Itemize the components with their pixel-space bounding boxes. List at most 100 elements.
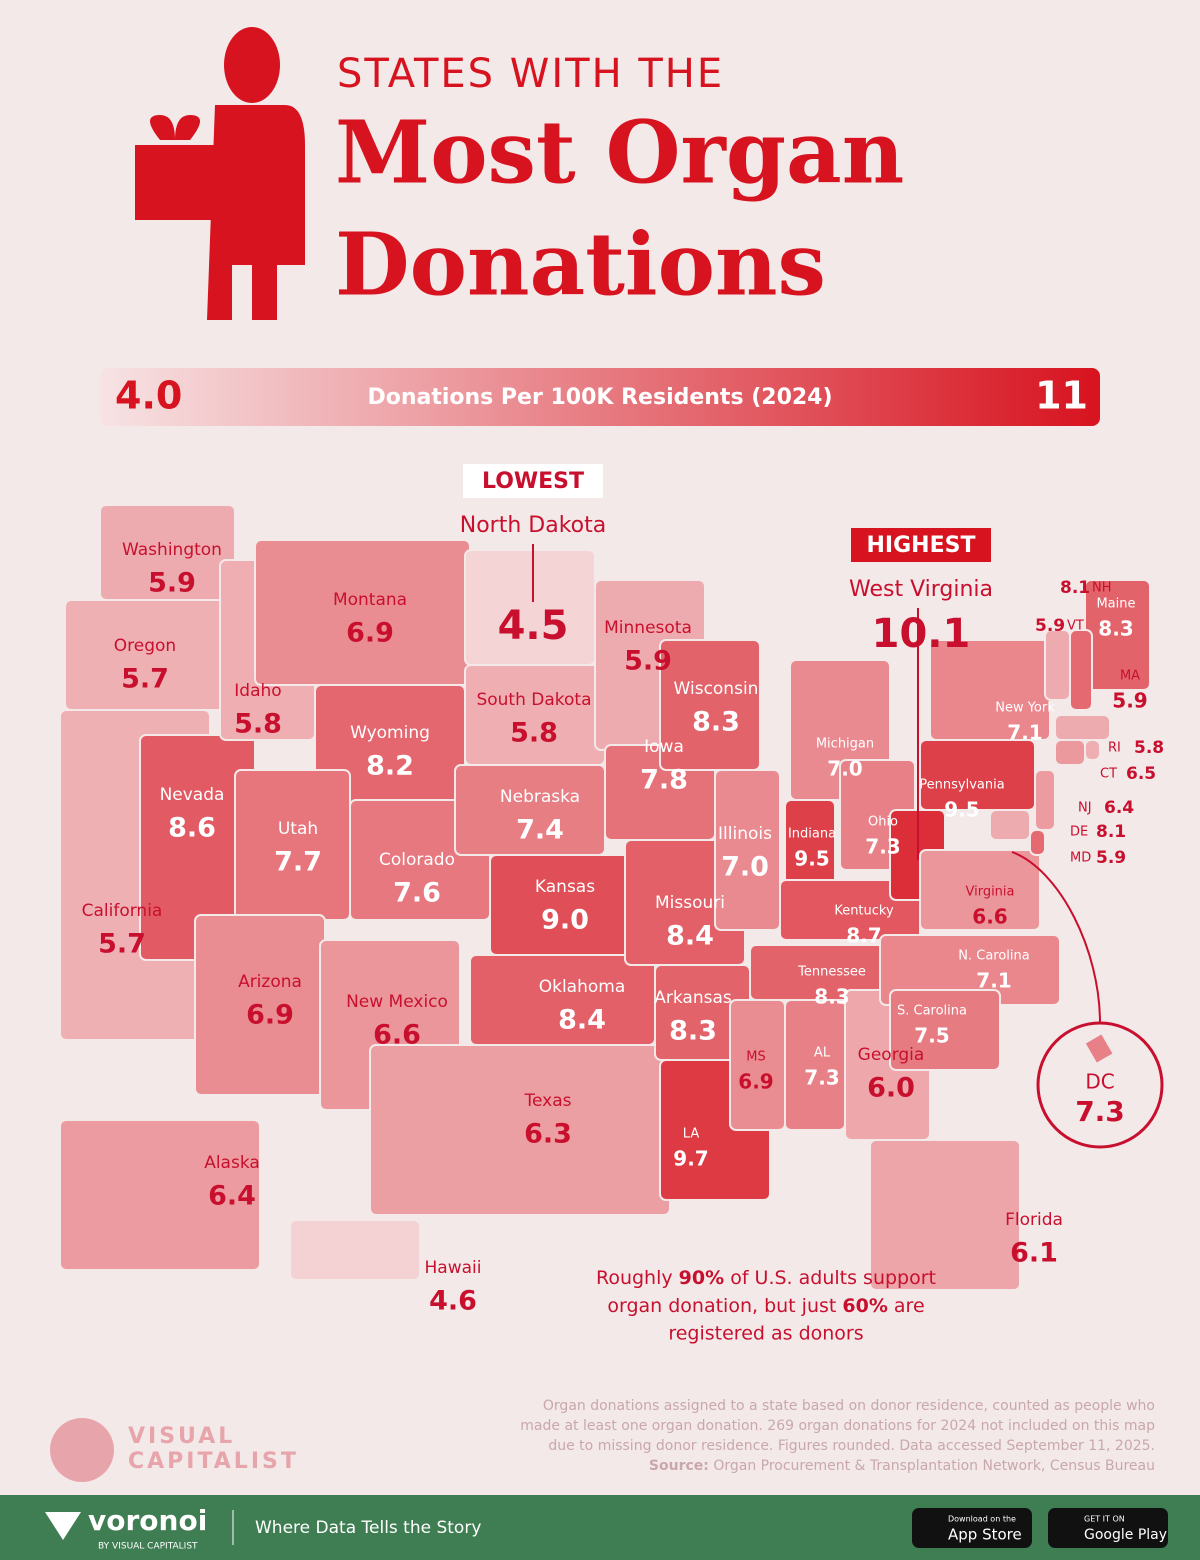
map [59, 504, 1151, 1291]
state [659, 639, 761, 771]
state-name: Nevada [160, 785, 225, 805]
state-value: 6.5 [1126, 764, 1156, 784]
state [1054, 714, 1111, 741]
state-name: DC [1085, 1070, 1114, 1094]
state-value: 7.7 [274, 847, 322, 878]
state-name: New York [995, 701, 1055, 716]
callout-value: 4.5 [498, 603, 569, 649]
state-value: 9.5 [944, 798, 979, 822]
state-value: 6.1 [1010, 1238, 1058, 1269]
state-name: Florida [1005, 1210, 1063, 1230]
google-play-button[interactable] [1048, 1508, 1168, 1548]
tagline: Where Data Tells the Story [255, 1518, 481, 1538]
state [1085, 1034, 1113, 1063]
state-value: 7.3 [804, 1066, 839, 1090]
source: Source: Organ Procurement & Transplantat… [649, 1458, 1155, 1474]
state-value: 8.3 [692, 707, 740, 738]
state-value: 8.7 [846, 924, 881, 948]
state [919, 849, 1041, 931]
state-name: Kansas [535, 877, 595, 897]
state [289, 1219, 421, 1281]
state-value: 8.4 [558, 1005, 606, 1036]
state-name: Alaska [204, 1153, 260, 1173]
google-play: Google Play [1084, 1527, 1167, 1543]
state-value: 5.7 [121, 664, 169, 695]
state-name: Maine [1096, 597, 1135, 612]
state-name: Iowa [644, 737, 684, 757]
state [1069, 629, 1093, 711]
brand: CAPITALIST [128, 1449, 299, 1474]
state-name: AL [814, 1046, 831, 1061]
callout-tag: HIGHEST [867, 533, 976, 558]
state-value: 4.6 [429, 1286, 477, 1317]
state [1084, 739, 1101, 761]
state-name: MD [1070, 851, 1091, 866]
state [889, 989, 1001, 1071]
state-name: N. Carolina [958, 949, 1029, 964]
map-labels: Washington 5.9 Oregon 5.7 California 5.7 Nevad… [82, 464, 1164, 1317]
state-value: 5.7 [98, 929, 146, 960]
state-value: 5.8 [510, 718, 558, 749]
app-small: Download on the [948, 1515, 1016, 1524]
app-store: App Store [948, 1526, 1022, 1544]
state-value: 8.3 [814, 985, 849, 1009]
state [1044, 629, 1071, 701]
brand-logo: VISUAL CAPITALIST [50, 1418, 299, 1482]
callout-tag: LOWEST [482, 469, 584, 494]
state-name: Idaho [234, 681, 281, 701]
callout-name: North Dakota [460, 513, 606, 538]
state-value: 8.2 [366, 751, 414, 782]
state [59, 1119, 261, 1271]
state-value: 6.9 [246, 1000, 294, 1031]
state-name: MA [1120, 669, 1140, 684]
state-value: 5.9 [624, 646, 672, 677]
state-value: 7.4 [516, 815, 564, 846]
note: made at least one organ donation. 269 or… [520, 1418, 1155, 1434]
state-value: 6.4 [208, 1181, 256, 1212]
state-name: Nebraska [500, 787, 580, 807]
state-value: 6.3 [524, 1119, 572, 1150]
state-value: 9.0 [541, 905, 589, 936]
state [254, 539, 471, 686]
state-value: 8.3 [669, 1016, 717, 1047]
state-value: 7.0 [721, 852, 769, 883]
state-value: 6.9 [346, 618, 394, 649]
state-value: 6.6 [373, 1020, 421, 1051]
state-value: 5.9 [1096, 848, 1126, 868]
state-name: Ohio [868, 815, 898, 830]
state-value: 7.0 [827, 757, 862, 781]
state-value: 5.9 [1035, 616, 1065, 636]
callout-tag-box [463, 464, 603, 498]
state-value: 8.6 [168, 813, 216, 844]
state-name: Tennessee [797, 965, 866, 980]
state-name: CT [1100, 767, 1117, 782]
state-name: Georgia [858, 1045, 925, 1065]
state-value: 7.1 [976, 969, 1011, 993]
state [1029, 829, 1046, 856]
state-name: Kentucky [834, 904, 894, 919]
state-value: 6.9 [738, 1070, 773, 1094]
callout-tag-box [851, 528, 991, 562]
state [234, 769, 351, 921]
state-name: Missouri [655, 893, 725, 913]
state-value: 8.1 [1060, 578, 1090, 598]
state-name: Hawaii [425, 1258, 482, 1278]
footer-logo-sub: BY VISUAL CAPITALIST [98, 1542, 198, 1552]
app-store-button[interactable] [912, 1508, 1032, 1548]
insight: registered as donors [668, 1323, 863, 1345]
state-value: 6.6 [972, 905, 1007, 929]
state-name: LA [683, 1127, 700, 1142]
note: due to missing donor residence. Figures … [548, 1438, 1155, 1454]
insight: organ donation, but just 60% are [607, 1295, 924, 1317]
state [729, 999, 786, 1131]
state-value: 9.7 [673, 1147, 708, 1171]
scale-max: 11 [1035, 374, 1088, 418]
state [464, 664, 606, 766]
state-name: Illinois [718, 824, 772, 844]
state-name: Michigan [816, 737, 874, 752]
state-value: 5.8 [1134, 738, 1164, 758]
state-value: 7.6 [393, 878, 441, 909]
state-name: DE [1070, 825, 1088, 840]
state-name: Montana [333, 590, 407, 610]
note: Organ donations assigned to a state base… [543, 1398, 1155, 1414]
